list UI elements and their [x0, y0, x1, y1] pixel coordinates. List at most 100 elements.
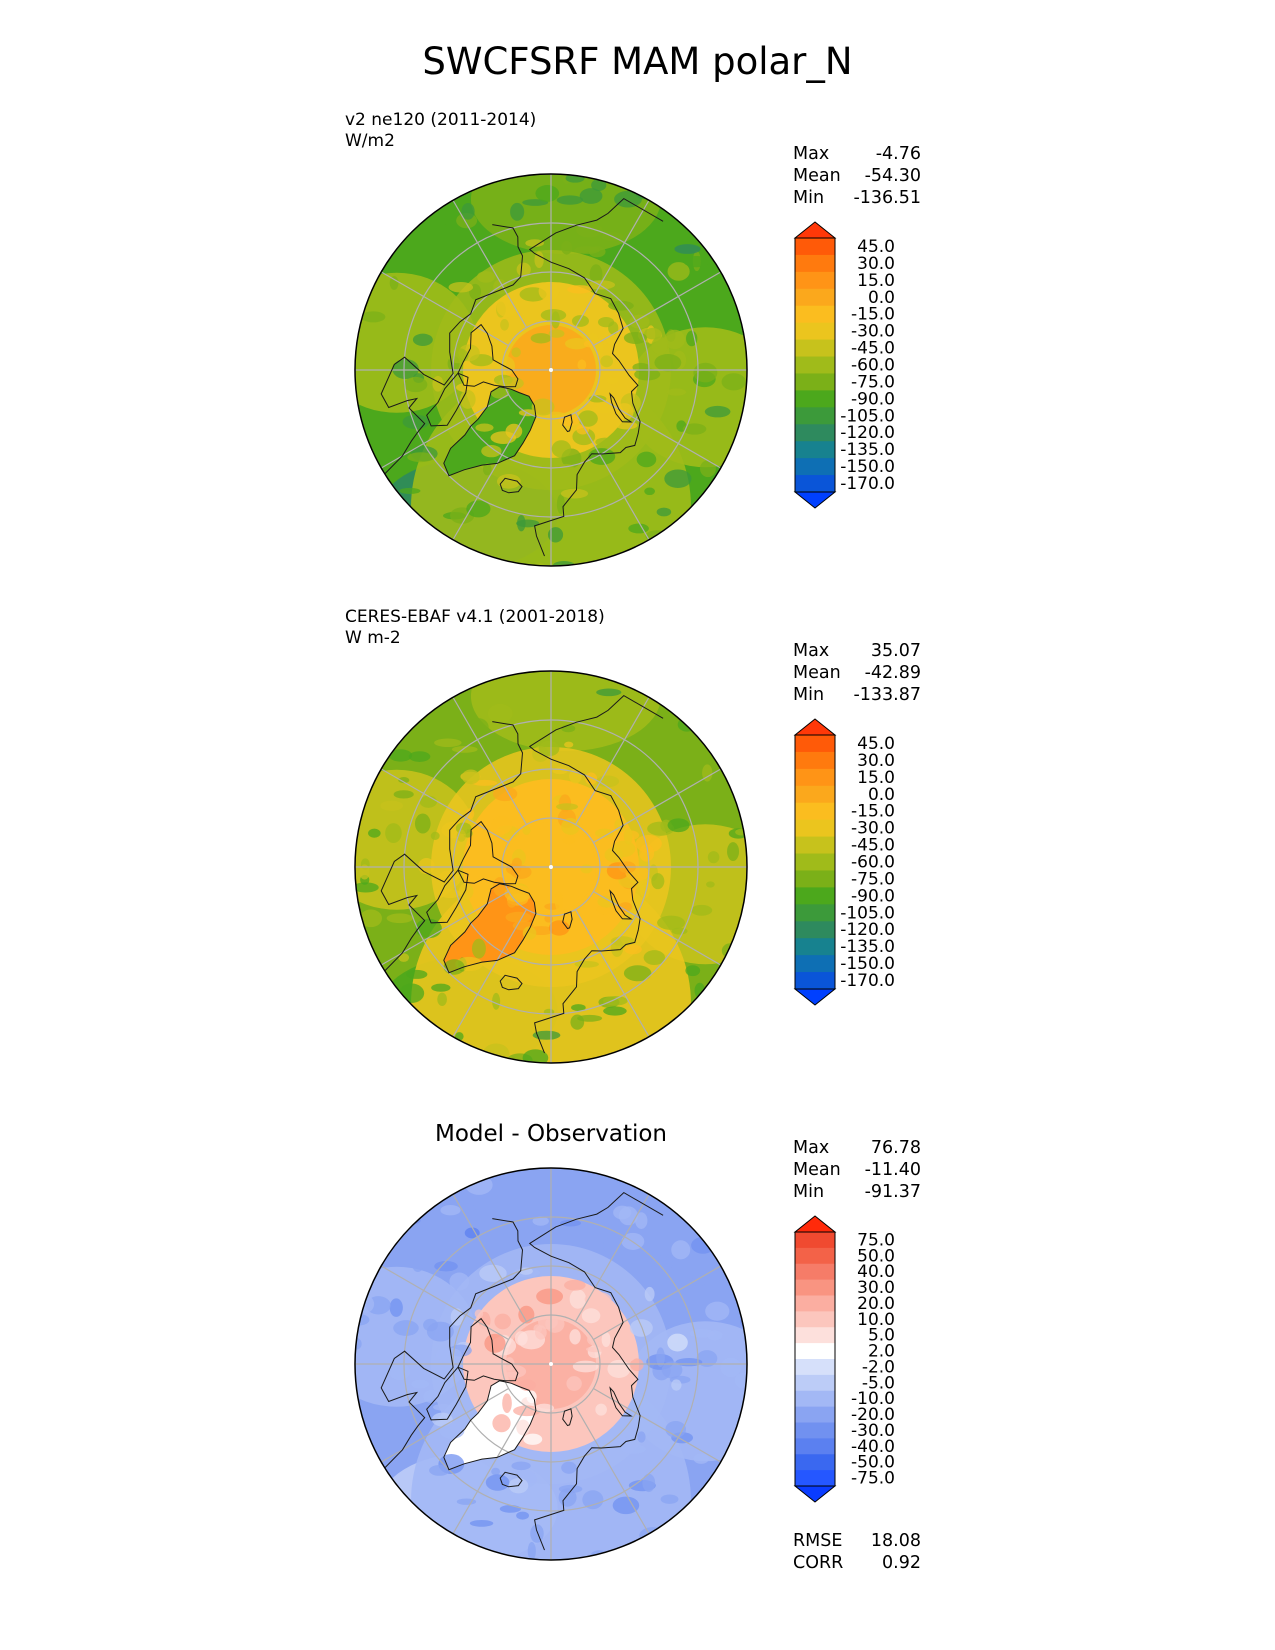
field-patch: [359, 864, 370, 880]
coastline-eurasia: [528, 694, 664, 1054]
field-patch: [531, 398, 555, 416]
field-patch: [403, 376, 428, 393]
colorbar-tick-label: 5.0: [868, 1326, 895, 1346]
field-patch: [561, 724, 576, 733]
colorbar-bin: [795, 853, 835, 871]
colorbar-bin: [795, 1374, 835, 1392]
field-patch: [393, 790, 414, 799]
field-patch: [456, 382, 482, 393]
colorbar-bin: [795, 972, 835, 990]
field-patch: [434, 738, 462, 748]
field-patch: [517, 515, 526, 532]
field-patch: [735, 828, 747, 836]
field-patch: [516, 262, 531, 277]
field-patch: [466, 500, 491, 518]
field-patch: [588, 395, 607, 403]
longitude-gridline: [574, 909, 650, 1038]
field-patch: [469, 1519, 494, 1527]
colorbar-tick-label: -90.0: [851, 389, 895, 409]
colorbar-extend-max: [793, 718, 837, 736]
field-patch: [440, 1205, 461, 1216]
coastline-canada: [380, 721, 524, 972]
colorbar-bin: [795, 1327, 835, 1344]
field-patch: [643, 950, 666, 966]
field-patch: [456, 1498, 477, 1505]
polar-map-diff: [354, 1167, 748, 1561]
longitude-gridline: [574, 1406, 650, 1535]
field-patch: [671, 1379, 682, 1391]
field-patch: [496, 356, 516, 376]
field-patch: [562, 836, 576, 845]
colorbar-tick-label: 2.0: [868, 1342, 895, 1362]
map-boundary: [354, 1167, 748, 1561]
coastline-canada: [380, 1218, 524, 1469]
field-patch: [398, 777, 410, 784]
longitude-gridline: [452, 696, 528, 825]
field-patch: [704, 405, 731, 418]
field-patch: [582, 1177, 597, 1192]
field-patch: [437, 368, 449, 378]
colorbar-tick-label: -45.0: [851, 339, 895, 359]
field-patch: [513, 1405, 541, 1417]
colorbar-tick-label: -2.0: [862, 1357, 895, 1377]
stat-min-value: -133.87: [853, 685, 921, 705]
field-patch: [412, 1258, 424, 1272]
panel-diff-title: Model - Observation: [434, 1121, 668, 1147]
colorbar-tick-label: 45.0: [857, 237, 895, 257]
colorbar-tick-label: -120.0: [840, 423, 895, 443]
longitude-gridline: [593, 393, 722, 469]
field-patch: [603, 1006, 627, 1016]
field-patch: [491, 1467, 501, 1476]
stat-mean-label: Mean: [793, 166, 841, 186]
field-patch: [574, 246, 600, 255]
field-patch: [482, 463, 492, 476]
stat-min-value: -91.37: [864, 1182, 921, 1202]
field-patch: [534, 251, 544, 269]
field-patch: [727, 842, 740, 861]
panel-diff: Model - Observation Max 76.78 Mean -11.40 …: [0, 1099, 1275, 1599]
colorbar-tick-label: -170.0: [840, 971, 895, 991]
stat-mean-value: -42.89: [864, 663, 921, 683]
field-patch: [465, 808, 475, 820]
colorbar-bin: [795, 735, 835, 753]
field-patch: [606, 377, 619, 385]
field-patch: [484, 1333, 506, 1353]
colorbar-tick-label: -60.0: [851, 356, 895, 376]
field-patch: [602, 1379, 628, 1386]
field-patch: [571, 315, 589, 327]
longitude-gridline: [452, 199, 528, 328]
field-patch: [547, 527, 564, 543]
field-patch: [551, 1416, 570, 1434]
field-patch: [511, 1461, 531, 1471]
field-patch: [451, 745, 478, 753]
coastline-eurasia: [528, 197, 664, 557]
field-patch: [656, 1347, 665, 1367]
field-patch: [522, 926, 537, 940]
colorbar-bin: [795, 1295, 835, 1312]
longitude-gridline: [593, 1387, 722, 1463]
polar-map-obs: [354, 670, 748, 1064]
coastline-svalbard: [562, 414, 573, 433]
field-patch: [661, 1361, 683, 1379]
field-patch: [585, 772, 598, 785]
longitude-gridline: [574, 412, 650, 541]
colorbar-bin: [795, 802, 835, 821]
field-patch: [654, 354, 682, 372]
field-patch: [603, 995, 628, 1006]
field-patch: [406, 969, 428, 979]
colorbar-tick-label: 30.0: [857, 1278, 895, 1298]
field-patch: [464, 1227, 480, 1239]
colorbar-extend-min: [793, 988, 837, 1006]
field-patch: [393, 1320, 419, 1336]
field-patch: [734, 1372, 747, 1389]
field-patch: [584, 1291, 612, 1307]
colorbar-test: 45.030.015.00.0-15.0-30.0-45.0-60.0-75.0…: [793, 221, 895, 509]
field-patch: [588, 448, 616, 465]
field-patch: [535, 185, 560, 202]
colorbar-tick-label: -5.0: [862, 1373, 895, 1393]
colorbar-extend-min: [793, 1485, 837, 1503]
field-patch: [561, 240, 573, 255]
field-patch: [629, 1319, 653, 1337]
field-patch: [577, 410, 598, 427]
field-patch: [473, 1210, 494, 1222]
